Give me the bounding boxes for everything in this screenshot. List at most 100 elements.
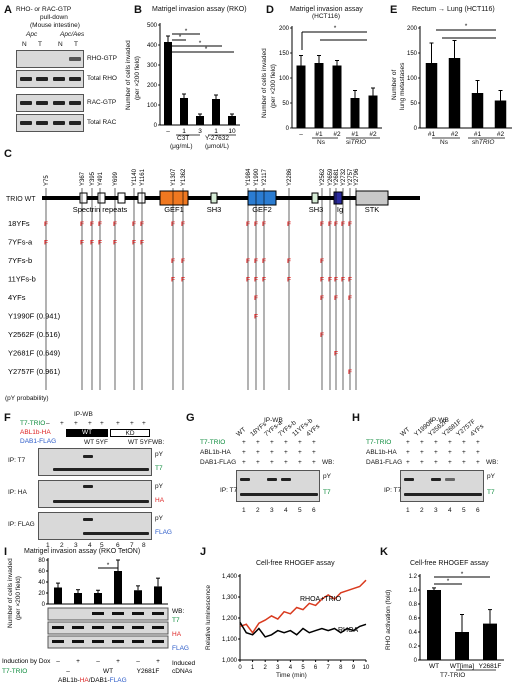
site-label: Y491 — [98, 171, 104, 186]
lane-number: 2 — [420, 507, 424, 514]
mutation-f: F — [44, 221, 48, 228]
blot-band — [72, 640, 84, 643]
mutation-f: F — [287, 258, 291, 265]
sh3-domain-2 — [311, 192, 319, 204]
i-cdnas: cDNAs — [172, 668, 193, 675]
x-tick-label: #1 — [428, 131, 436, 138]
mutation-f: F — [262, 277, 266, 284]
f-head: IP-WB — [74, 411, 93, 418]
site-label: Y1161 — [140, 168, 146, 186]
bar — [350, 98, 360, 128]
plus-sign: + — [462, 449, 466, 456]
i-wb-t7: T7 — [172, 617, 180, 624]
e-group-sh: shTRIO — [472, 139, 495, 146]
bar — [314, 63, 324, 128]
a-row-label: Total RHO — [87, 75, 117, 82]
y-tick-label: 1,300 — [222, 595, 238, 601]
k-group: T7-TRIO — [440, 672, 466, 679]
induction-sign: + — [156, 658, 160, 665]
induction-sign: + — [116, 658, 120, 665]
i-t7: T7-TRIO — [2, 668, 27, 675]
b-group-2: Y-27632 — [205, 135, 229, 142]
site-label: Y1990 — [254, 168, 260, 186]
f-lane-number: 5 — [100, 542, 104, 549]
mutation-f: F — [132, 221, 136, 228]
g-blot — [236, 470, 320, 502]
y-tick-label: 200 — [407, 26, 418, 32]
blot-band — [152, 640, 164, 643]
lane-number: 6 — [312, 507, 316, 514]
y-tick-label: 0.8 — [409, 602, 418, 608]
plus-sign: + — [312, 439, 316, 446]
f-row-t7: T7-TRIO — [20, 420, 46, 427]
mutation-f: F — [334, 351, 338, 358]
plus-sign: + — [448, 449, 452, 456]
y-tick-label: 0 — [286, 126, 290, 132]
plus-sign: + — [242, 439, 246, 446]
plus-sign: + — [284, 449, 288, 456]
g-wb-t7: T7 — [323, 489, 331, 496]
bar — [164, 42, 172, 125]
x-tick-label: 3 — [198, 128, 202, 135]
blot-band — [92, 640, 104, 643]
mutation-f: F — [328, 277, 332, 284]
site-label: Y2796 — [354, 168, 360, 186]
panel-letter-f: F — [4, 412, 11, 424]
y-tick-label: 60 — [38, 569, 45, 575]
d-title-1: Matrigel invasion assay — [290, 6, 363, 13]
x-tick-label: #2 — [333, 131, 341, 138]
d-group-si: siTRIO — [346, 139, 367, 146]
y-tick-label: 0.6 — [409, 616, 418, 622]
mutant-label: 18YFs — [8, 219, 30, 228]
bar — [296, 65, 306, 128]
site-label: Y2732 — [341, 168, 347, 186]
y-tick-label: 100 — [279, 76, 290, 82]
x-tick-label: – — [299, 131, 303, 138]
series-label-rhoa: RHOA — [338, 627, 359, 634]
bar — [134, 590, 142, 604]
a-blot-total-rac — [16, 114, 84, 132]
y-tick-label: 0.4 — [409, 630, 418, 636]
a-genotype-2: Apc/Aes — [60, 31, 85, 38]
lane-number: 4 — [284, 507, 288, 514]
mutation-f: F — [80, 221, 84, 228]
f-blot-ip-flag — [38, 512, 152, 540]
bar — [74, 593, 82, 604]
g-ip: IP: T7 — [220, 487, 238, 494]
i-cdna-legend: ABL1b-HA/DAB1-FLAG — [58, 677, 127, 684]
site-label: Y2757 — [348, 168, 354, 186]
g-wb-py: pY — [323, 473, 331, 480]
domain-label: Ig — [337, 205, 343, 214]
spectrin-box — [79, 192, 88, 204]
h-wb-t7: T7 — [487, 489, 495, 496]
plus-sign: + — [312, 449, 316, 456]
x-tick-label: 2 — [264, 665, 268, 671]
significance-star: * — [205, 46, 208, 53]
y-tick-label: 100 — [147, 103, 158, 109]
f-sign: + — [142, 420, 146, 427]
bar — [368, 95, 378, 128]
legend-part: /DAB1- — [89, 677, 110, 684]
mutation-f: F — [181, 258, 185, 265]
h-row-t7: T7-TRIO — [366, 439, 392, 446]
blot-band — [52, 640, 64, 643]
e-title: Rectum → Lung (HCT116) — [412, 6, 495, 13]
plus-sign: + — [448, 459, 452, 466]
lane-number: 5 — [462, 507, 466, 514]
y-tick-label: 50 — [282, 101, 289, 107]
f-sign: + — [100, 420, 104, 427]
i-blot — [47, 621, 169, 635]
blot-band — [132, 626, 144, 629]
bar — [114, 571, 122, 604]
mutation-f: F — [98, 221, 102, 228]
k-title: Cell-free RHOGEF assay — [410, 560, 489, 567]
y-tick-label: 1.0 — [409, 588, 418, 594]
mutation-f: F — [341, 277, 345, 284]
significance-star: * — [465, 23, 468, 30]
i-mut: Y2681F — [137, 668, 160, 675]
bar — [483, 623, 497, 660]
mutation-f: F — [334, 221, 338, 228]
